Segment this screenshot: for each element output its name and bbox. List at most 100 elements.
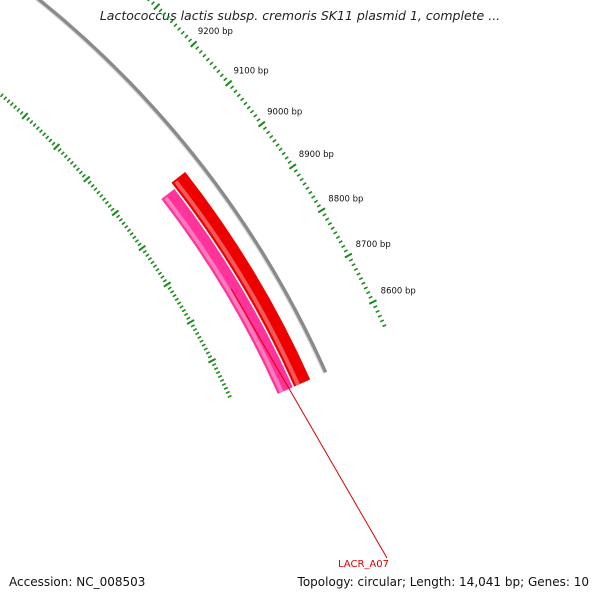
inner-ruler-minor-tick bbox=[195, 331, 200, 336]
ruler-tick-label: 8600 bp bbox=[381, 287, 416, 297]
inner-ruler-minor-tick bbox=[134, 239, 140, 243]
inner-ruler-minor-tick bbox=[211, 363, 217, 367]
ruler-minor-tick bbox=[281, 151, 286, 156]
inner-ruler-minor-tick bbox=[42, 132, 47, 137]
inner-ruler-minor-tick bbox=[90, 183, 95, 188]
inner-ruler-minor-tick bbox=[26, 116, 31, 121]
ruler-major-tick bbox=[224, 79, 233, 87]
inner-ruler-minor-tick bbox=[129, 231, 134, 236]
ruler-minor-tick bbox=[236, 93, 241, 98]
inner-ruler-minor-tick bbox=[152, 264, 158, 268]
ruler-labels: 9700 bp9600 bp9500 bp9400 bp9300 bp9200 … bbox=[198, 27, 416, 297]
inner-ruler-minor-tick bbox=[137, 242, 142, 247]
gene-features bbox=[161, 171, 311, 394]
inner-ruler-minor-tick bbox=[116, 214, 121, 219]
inner-ruler-minor-tick bbox=[132, 235, 137, 240]
inner-ruler-minor-tick bbox=[213, 366, 219, 371]
inner-ruler-minor-tick bbox=[124, 224, 129, 229]
inner-ruler-minor-tick bbox=[207, 355, 213, 359]
inner-ruler-minor-tick bbox=[35, 126, 40, 131]
inner-ruler-minor-tick bbox=[72, 164, 77, 168]
ruler-minor-tick bbox=[348, 258, 354, 262]
ruler-major-tick bbox=[317, 207, 326, 214]
inner-ruler-minor-tick bbox=[145, 253, 150, 258]
inner-ruler-minor-tick bbox=[197, 335, 202, 340]
inner-ruler-minor-tick bbox=[126, 228, 132, 233]
ruler-minor-tick bbox=[293, 169, 298, 173]
ruler-minor-tick bbox=[216, 69, 221, 74]
ruler-tick-label: 9000 bp bbox=[267, 108, 302, 118]
inner-ruler-minor-tick bbox=[3, 96, 8, 101]
inner-ruler-minor-tick bbox=[155, 267, 160, 272]
gene-lacr-a07-reverse[interactable] bbox=[161, 188, 293, 394]
inner-ruler-minor-tick bbox=[142, 249, 147, 254]
inner-ruler-minor-tick bbox=[96, 190, 101, 195]
ruler-minor-tick bbox=[169, 19, 174, 24]
inner-ruler-minor-tick bbox=[45, 135, 50, 140]
inner-ruler-major-tick bbox=[208, 357, 217, 364]
inner-ruler-minor-tick bbox=[169, 290, 175, 294]
inner-ruler-minor-tick bbox=[181, 308, 186, 313]
backbone-arc bbox=[35, 0, 328, 374]
inner-ruler-minor-tick bbox=[6, 99, 11, 104]
ruler-minor-tick bbox=[377, 314, 382, 318]
inner-ruler-minor-tick bbox=[201, 343, 206, 347]
ruler-major-tick bbox=[190, 40, 198, 48]
inner-ruler-minor-tick bbox=[223, 386, 229, 390]
ruler-minor-tick bbox=[330, 226, 335, 230]
ruler-minor-tick bbox=[230, 85, 235, 90]
ruler-minor-tick bbox=[275, 143, 280, 147]
inner-ruler-minor-tick bbox=[183, 312, 189, 317]
gene-label[interactable]: LACR_A07 bbox=[338, 559, 389, 570]
inner-ruler-minor-tick bbox=[32, 123, 37, 128]
ruler-minor-tick bbox=[338, 240, 343, 244]
inner-ruler-minor-tick bbox=[57, 148, 62, 152]
gene-lacr-a07-forward[interactable] bbox=[171, 171, 311, 387]
inner-ruler-minor-tick bbox=[179, 305, 184, 309]
inner-ruler-minor-tick bbox=[118, 217, 123, 222]
inner-ruler-minor-tick bbox=[102, 197, 107, 202]
gene-label-group: LACR_A07 bbox=[230, 288, 389, 570]
inner-ruler-minor-tick bbox=[150, 260, 155, 265]
inner-ruler-minor-tick bbox=[190, 324, 195, 328]
ruler-minor-tick bbox=[249, 109, 255, 114]
ruler-minor-tick bbox=[311, 195, 316, 199]
ruler-minor-tick bbox=[188, 38, 193, 43]
gene-lacr-a07-reverse-shine bbox=[164, 196, 284, 393]
inner-ruler-minor-tick bbox=[87, 180, 92, 185]
map-title: Lactococcus lactis subsp. cremoris SK11 … bbox=[99, 8, 501, 23]
ruler-minor-tick bbox=[202, 53, 207, 58]
ruler-minor-tick bbox=[366, 291, 371, 295]
ruler-minor-tick bbox=[209, 61, 214, 66]
inner-ruler-major-tick bbox=[186, 319, 195, 325]
ruler-minor-tick bbox=[322, 213, 327, 217]
inner-ruler-minor-tick bbox=[104, 200, 109, 205]
inner-ruler-minor-tick bbox=[48, 138, 53, 143]
ruler-minor-tick bbox=[351, 263, 356, 267]
ruler-minor-tick bbox=[223, 77, 228, 82]
ruler-minor-tick bbox=[327, 222, 333, 226]
ruler-major-tick bbox=[153, 3, 161, 11]
inner-ruler-minor-tick bbox=[174, 297, 179, 302]
ruler-minor-tick bbox=[256, 118, 261, 122]
inner-ruler-minor-tick bbox=[199, 339, 204, 343]
inner-ruler-minor-tick bbox=[147, 257, 152, 261]
inner-ruler-minor-tick bbox=[51, 141, 56, 146]
ruler-minor-tick bbox=[166, 15, 170, 20]
inner-ruler-minor-tick bbox=[205, 351, 211, 355]
ruler-minor-tick bbox=[253, 113, 258, 118]
accession-text: Accession: NC_008503 bbox=[9, 575, 146, 589]
outer-ruler-ticks bbox=[147, 0, 387, 328]
inner-ruler-minor-tick bbox=[29, 120, 34, 125]
inner-ruler-ticks bbox=[0, 91, 232, 398]
ruler-minor-tick bbox=[158, 8, 163, 13]
ruler-minor-tick bbox=[240, 97, 245, 102]
ruler-minor-tick bbox=[353, 267, 359, 272]
inner-ruler-minor-tick bbox=[81, 173, 86, 178]
inner-ruler-major-tick bbox=[21, 112, 29, 120]
inner-ruler-major-tick bbox=[111, 209, 120, 217]
inner-ruler-minor-tick bbox=[99, 193, 104, 198]
inner-ruler-minor-tick bbox=[215, 370, 221, 375]
